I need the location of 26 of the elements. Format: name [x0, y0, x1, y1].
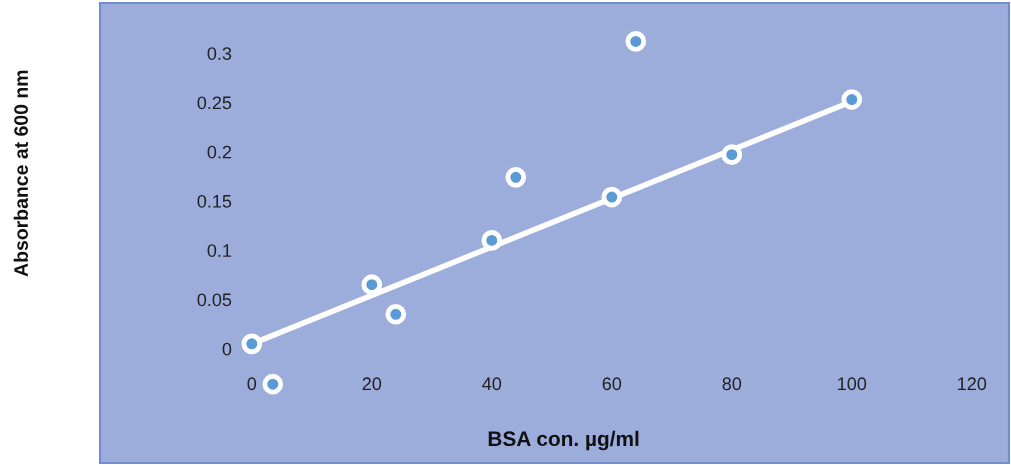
point — [721, 144, 743, 166]
y-tick-label: 0.3 — [207, 47, 232, 60]
point — [841, 89, 863, 110]
point — [481, 230, 503, 251]
x-tick-label: 60 — [602, 377, 622, 391]
y-axis-title: Absorbance at 600 nm — [13, 70, 28, 277]
y-tick-label: 0.1 — [207, 244, 232, 257]
x-tick-label: 80 — [722, 377, 742, 391]
y-tick-label: 0 — [222, 342, 232, 356]
y-tick-label: 0.15 — [197, 194, 232, 208]
point — [241, 333, 263, 355]
point — [361, 274, 383, 296]
x-tick-label: 120 — [958, 377, 987, 391]
x-tick-label: 100 — [838, 377, 867, 391]
point — [625, 31, 647, 52]
point — [385, 303, 407, 325]
point — [505, 167, 527, 188]
x-tick-label: 0 — [247, 377, 257, 391]
x-tick-label: 40 — [482, 377, 502, 391]
y-tick-label: 0.2 — [207, 145, 232, 159]
x-tick-label: 20 — [362, 377, 382, 391]
y-tick-label: 0.25 — [197, 96, 232, 110]
x-axis-title: BSA con. µg/ml — [488, 430, 639, 451]
point — [601, 186, 623, 208]
y-tick-label: 0.05 — [197, 293, 232, 307]
point — [262, 373, 284, 395]
